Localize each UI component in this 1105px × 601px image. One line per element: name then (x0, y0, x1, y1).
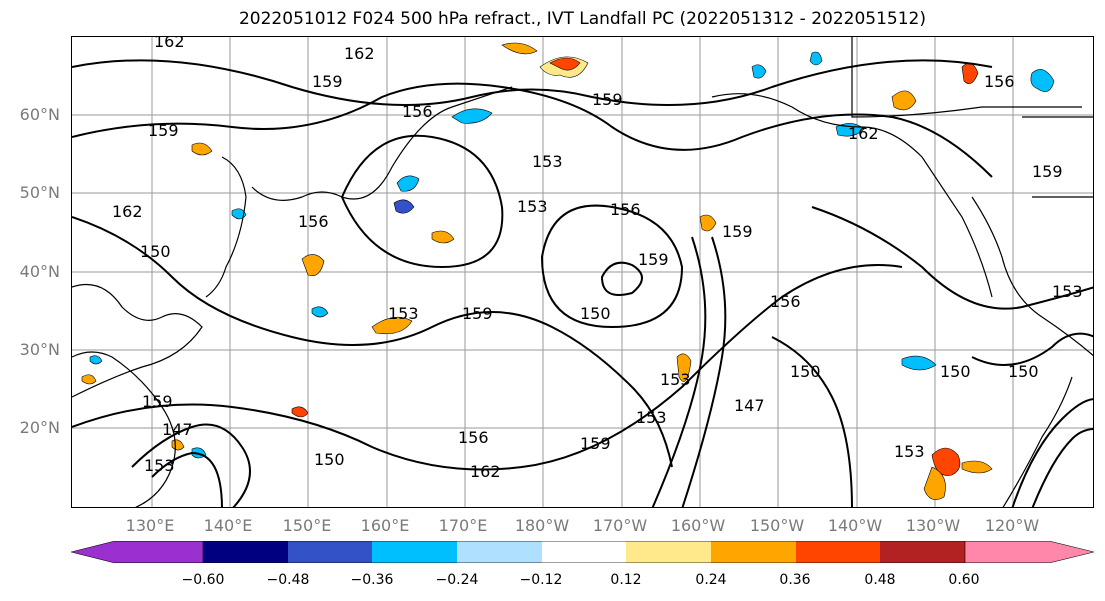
colorbar-tick: 0.36 (779, 572, 811, 588)
contour-label: 153 (388, 304, 419, 323)
colorbar-svg (70, 540, 1095, 564)
colorbar-swatch (457, 541, 542, 563)
contour-label: 159 (142, 392, 173, 411)
colorbar-tick: −0.36 (350, 572, 394, 588)
colorbar-swatch (880, 541, 965, 563)
contour-label-group: 162 162 159 159 159 162 156 153 153 156 … (112, 37, 1083, 481)
contour-label: 153 (636, 408, 667, 427)
lon-label: 170°W (592, 516, 648, 535)
lon-label: 140°W (827, 516, 883, 535)
lon-label: 160°E (360, 516, 410, 535)
contour-label: 156 (458, 428, 489, 447)
contour-label: 156 (610, 200, 641, 219)
contour-label: 162 (344, 44, 375, 63)
contour-label: 156 (984, 72, 1015, 91)
lon-label: 140°E (203, 516, 253, 535)
contour-label: 150 (1008, 362, 1039, 381)
contour-label: 153 (517, 197, 548, 216)
contour-label: 150 (314, 450, 345, 469)
colorbar-tick: 0.48 (864, 572, 896, 588)
contour-label: 153 (660, 370, 691, 389)
graticule (72, 37, 1093, 507)
colorbar-tick: −0.24 (435, 572, 479, 588)
colorbar-tick: −0.12 (519, 572, 563, 588)
contour-label: 153 (144, 456, 175, 475)
contour-label: 159 (148, 121, 179, 140)
contour-label: 159 (638, 250, 669, 269)
coastlines (72, 37, 1093, 507)
refractivity-contours (72, 59, 1093, 507)
lon-label: 160°W (670, 516, 726, 535)
colorbar (70, 540, 1095, 564)
colorbar-swatch (288, 541, 372, 563)
lon-label: 150°E (282, 516, 332, 535)
contour-label: 150 (940, 362, 971, 381)
colorbar-swatch (372, 541, 457, 563)
map-title: 2022051012 F024 500 hPa refract., IVT La… (238, 9, 926, 29)
contour-label: 150 (580, 304, 611, 323)
colorbar-swatch (711, 541, 796, 563)
lat-label-40n: 40°N (19, 262, 60, 281)
contour-label: 147 (162, 420, 193, 439)
contour-label: 162 (112, 202, 143, 221)
contour-label: 162 (154, 37, 185, 51)
colorbar-tick: 0.12 (610, 572, 642, 588)
colorbar-swatch (542, 541, 626, 563)
lat-label-30n: 30°N (19, 340, 60, 359)
contour-label: 156 (402, 102, 433, 121)
lat-label-60n: 60°N (19, 105, 60, 124)
lat-label-20n: 20°N (19, 418, 60, 437)
contour-label: 159 (462, 304, 493, 323)
lat-label-50n: 50°N (19, 183, 60, 202)
lon-label: 130°W (905, 516, 961, 535)
contour-label: 156 (298, 212, 329, 231)
colorbar-extend-left (70, 540, 204, 564)
contour-label: 156 (770, 292, 801, 311)
colorbar-tick: 0.60 (948, 572, 980, 588)
lon-label: 150°W (749, 516, 805, 535)
lon-label: 130°E (125, 516, 175, 535)
map-panel: 162 162 159 159 159 162 156 153 153 156 … (71, 36, 1094, 508)
lon-label: 170°E (438, 516, 488, 535)
contour-label: 150 (140, 242, 171, 261)
contour-label: 159 (1032, 162, 1063, 181)
contour-label: 153 (1052, 282, 1083, 301)
contour-label: 162 (470, 462, 501, 481)
ivt-shading (81, 42, 1055, 500)
contour-label: 153 (894, 442, 925, 461)
contour-label: 150 (790, 362, 821, 381)
lon-label: 180°W (514, 516, 570, 535)
contour-label: 159 (592, 90, 623, 109)
contour-label: 162 (848, 124, 879, 143)
map-canvas: 162 162 159 159 159 162 156 153 153 156 … (72, 37, 1093, 507)
colorbar-swatch (203, 541, 288, 563)
colorbar-extend-right (964, 540, 1095, 564)
colorbar-tick: −0.60 (181, 572, 225, 588)
contour-label: 159 (722, 222, 753, 241)
contour-label: 153 (532, 152, 563, 171)
lon-label: 120°W (984, 516, 1040, 535)
contour-label: 159 (580, 434, 611, 453)
colorbar-swatch (796, 541, 880, 563)
colorbar-tick: −0.48 (266, 572, 310, 588)
colorbar-tick: 0.24 (695, 572, 727, 588)
colorbar-swatch (626, 541, 711, 563)
contour-label: 159 (312, 72, 343, 91)
contour-label: 147 (734, 396, 765, 415)
